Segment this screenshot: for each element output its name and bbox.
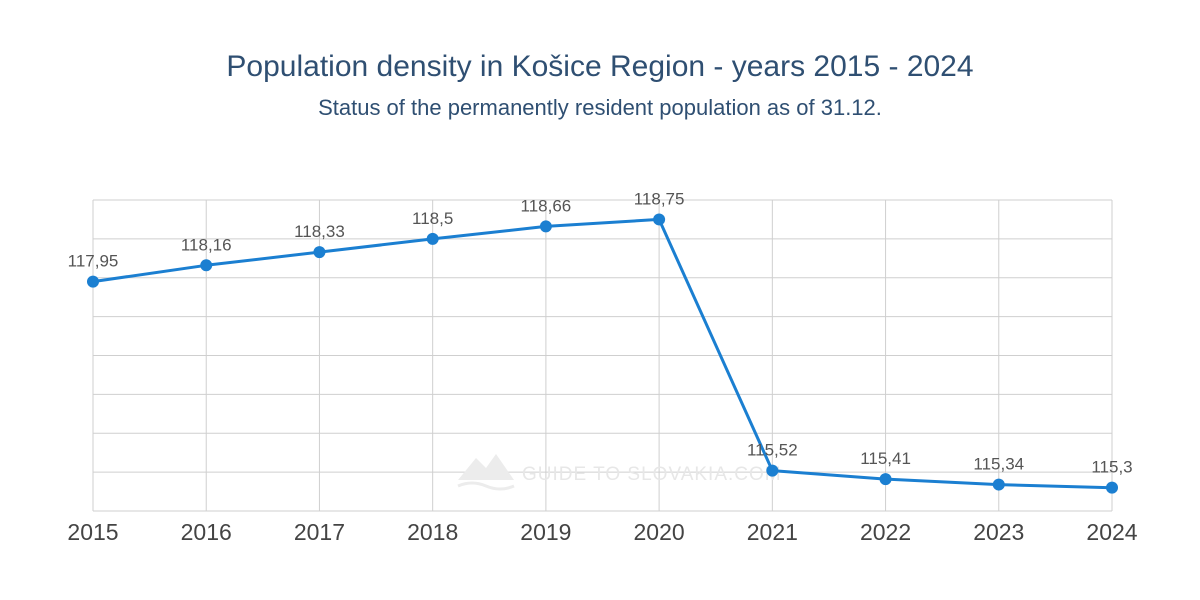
data-label: 118,33 xyxy=(294,222,345,241)
x-tick-label: 2016 xyxy=(181,519,232,545)
data-point xyxy=(313,246,325,258)
data-point xyxy=(766,465,778,477)
data-label: 115,41 xyxy=(860,449,911,468)
x-tick-label: 2018 xyxy=(407,519,458,545)
data-point xyxy=(200,259,212,271)
data-point xyxy=(427,233,439,245)
data-label: 115,34 xyxy=(973,455,1024,474)
x-tick-label: 2024 xyxy=(1086,519,1137,545)
x-tick-label: 2017 xyxy=(294,519,345,545)
data-label: 118,66 xyxy=(521,196,572,215)
watermark-text: GUIDE TO SLOVAKIA.COM xyxy=(522,464,782,485)
data-point xyxy=(993,479,1005,491)
watermark: GUIDE TO SLOVAKIA.COM xyxy=(458,454,782,489)
data-label: 117,95 xyxy=(68,252,119,271)
data-point xyxy=(540,220,552,232)
series xyxy=(87,213,1118,493)
x-axis: 2015 2016 2017 2018 2019 2020 2021 2022 2023 2024 xyxy=(67,519,1137,545)
data-point xyxy=(653,213,665,225)
series-line xyxy=(93,219,1112,487)
data-label: 118,16 xyxy=(181,235,232,254)
mountain-logo-icon xyxy=(458,454,514,489)
x-tick-label: 2015 xyxy=(67,519,118,545)
data-label: 118,75 xyxy=(634,189,685,208)
data-label: 115,3 xyxy=(1091,458,1132,477)
data-label: 118,5 xyxy=(412,209,453,228)
x-tick-label: 2019 xyxy=(520,519,571,545)
data-point xyxy=(87,276,99,288)
data-label: 115,52 xyxy=(747,441,798,460)
x-tick-label: 2020 xyxy=(634,519,685,545)
data-point xyxy=(1106,482,1118,494)
x-tick-label: 2021 xyxy=(747,519,798,545)
x-tick-label: 2023 xyxy=(973,519,1024,545)
x-tick-label: 2022 xyxy=(860,519,911,545)
data-point xyxy=(880,473,892,485)
